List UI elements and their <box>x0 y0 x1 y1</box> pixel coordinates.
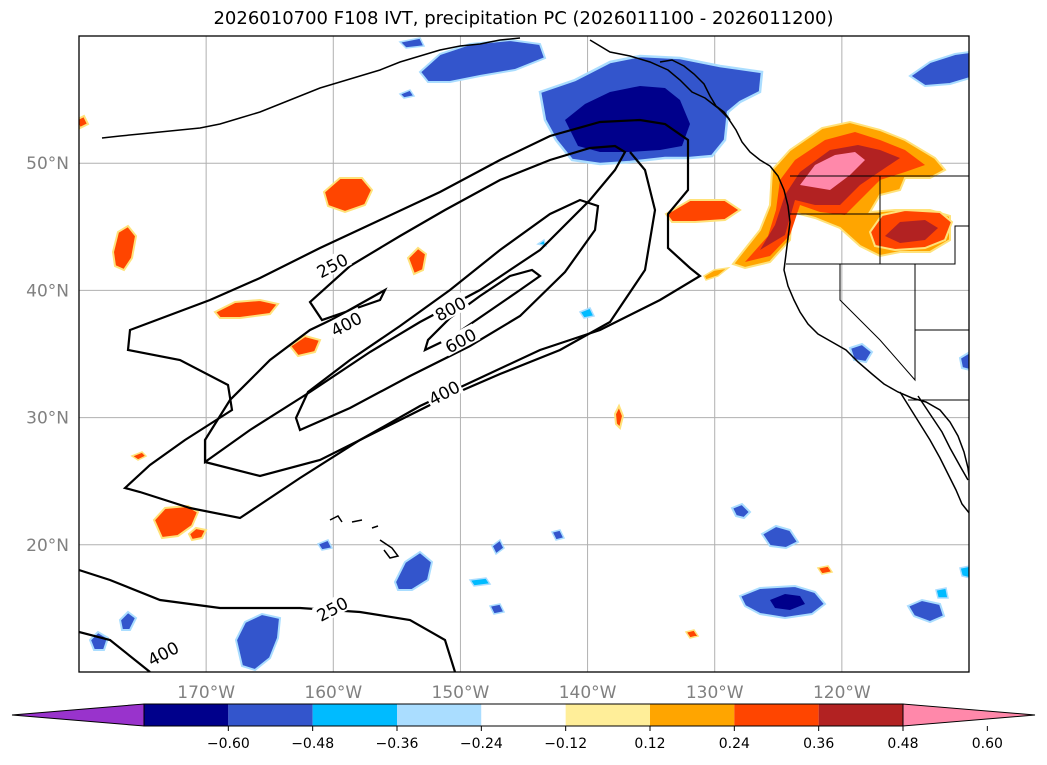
border-states-3 <box>839 264 969 382</box>
precip-blob-g <box>187 526 208 542</box>
ivt-contour-600 <box>294 198 600 432</box>
map-frame <box>78 35 970 673</box>
precip-blob-small8 <box>935 587 949 599</box>
precip-blob-ne <box>908 51 969 88</box>
ivt-contour-400-south <box>79 630 151 672</box>
coast-gulf-california <box>917 395 969 481</box>
coast-aleutians <box>101 37 521 139</box>
precip-blob-f <box>152 504 200 540</box>
lat-tick-label: 50°N <box>26 154 69 174</box>
colorbar-tick-label: −0.24 <box>460 736 503 752</box>
precip-blob-se1-core <box>770 594 805 610</box>
ivt-contour-250-south <box>79 568 457 672</box>
precip-blob-small2 <box>316 539 334 551</box>
colorbar-tick-label: 0.60 <box>972 736 1003 752</box>
precip-blob-small3 <box>550 529 566 541</box>
lon-tick-label: 170°W <box>177 683 235 703</box>
lat-tick-label: 30°N <box>26 409 69 429</box>
precip-blob-j <box>130 451 148 461</box>
map-title: 2026010700 F108 IVT, precipitation PC (2… <box>213 8 834 29</box>
lon-tick-label: 120°W <box>813 683 871 703</box>
precip-blob-small4 <box>468 577 492 587</box>
precip-blob-k <box>684 629 700 639</box>
colorbar-extend-low <box>11 703 145 727</box>
ivt-contour-250 <box>122 118 702 520</box>
precip-blob-small10 <box>398 37 426 49</box>
colorbar-tick-label: 0.24 <box>719 736 750 752</box>
precip-blob-h <box>613 403 625 430</box>
precip-blob-small6 <box>491 538 505 556</box>
coast-alaska <box>589 39 771 167</box>
colorbar-tick-label: −0.48 <box>291 736 334 752</box>
colorbar-tick-label: −0.60 <box>207 736 250 752</box>
colorbar-segment <box>397 704 482 726</box>
coast-us-west <box>769 165 969 483</box>
lat-tick-label: 40°N <box>26 281 69 301</box>
precip-blob-sw1 <box>234 612 282 672</box>
ivt-contour-label: 250 <box>311 591 352 627</box>
colorbar-tick-label: 0.48 <box>887 736 918 752</box>
border-states-2 <box>786 225 969 265</box>
precip-blob-se4 <box>730 502 752 520</box>
lon-tick-label: 160°W <box>304 683 362 703</box>
precip-positive-areas <box>79 114 954 639</box>
colorbar-tick-label: −0.36 <box>376 736 419 752</box>
precip-blob-i <box>79 114 90 130</box>
precip-blob-small1 <box>578 307 596 319</box>
colorbar-tick-label: −0.12 <box>544 736 587 752</box>
gridlines <box>79 36 969 672</box>
precip-blob-b <box>111 224 138 272</box>
coast-baja <box>899 391 969 514</box>
ivt-contour-800 <box>423 268 542 353</box>
precip-blob-small9 <box>398 89 416 99</box>
precip-blob-aleutian <box>418 38 547 83</box>
hawaii <box>329 515 400 559</box>
colorbar-tick-label: 0.36 <box>803 736 834 752</box>
precip-negative-areas <box>88 37 969 672</box>
precip-blob-pnw-dark <box>760 145 900 250</box>
colorbar-segment <box>734 704 819 726</box>
precip-blob-offshore <box>664 199 742 223</box>
precip-blob-sw2 <box>393 550 434 591</box>
precip-blob-small7 <box>959 565 969 579</box>
colorbar-segment <box>312 704 397 726</box>
precip-blob-l <box>816 565 834 575</box>
precip-blob-m <box>703 266 731 281</box>
colorbar-tick-label: 0.12 <box>634 736 665 752</box>
colorbar-segment <box>650 704 735 726</box>
colorbar-segment <box>228 704 313 726</box>
colorbar-outline <box>143 703 904 727</box>
precip-blob-nevada-core <box>885 220 938 243</box>
precip-blob-d <box>406 246 428 276</box>
precip-blob-se6 <box>958 351 969 371</box>
precip-blob-e <box>288 334 322 358</box>
colorbar-segment <box>481 704 566 726</box>
colorbar: −0.60 −0.48 −0.36 −0.24 −0.12 0.12 0.24 0.36 0.4… <box>11 703 1036 752</box>
precip-blob-sw4 <box>118 610 138 631</box>
coastlines <box>101 37 969 559</box>
lat-tick-label: 20°N <box>26 536 69 556</box>
coast-bc-alaska-panhandle <box>659 59 731 121</box>
precip-blob-se3 <box>906 598 946 624</box>
lon-tick-label: 150°W <box>432 683 490 703</box>
lon-tick-label: 130°W <box>686 683 744 703</box>
axis-labels: 50°N 40°N 30°N 20°N 170°W 160°W 150°W 140°W 130°… <box>26 154 871 703</box>
precip-blob-pnw-pink <box>800 152 865 190</box>
colorbar-segment <box>144 704 229 726</box>
precip-blob-small5 <box>488 603 506 615</box>
colorbar-extend-high <box>902 703 1036 727</box>
lon-tick-label: 140°W <box>559 683 617 703</box>
precip-blob-gulf-alaska-core <box>565 86 690 152</box>
precip-blob-se2 <box>760 524 800 550</box>
precip-blob-c <box>213 298 280 319</box>
colorbar-segment <box>565 704 650 726</box>
precip-blob-a <box>322 177 374 214</box>
colorbar-segment <box>818 704 903 726</box>
